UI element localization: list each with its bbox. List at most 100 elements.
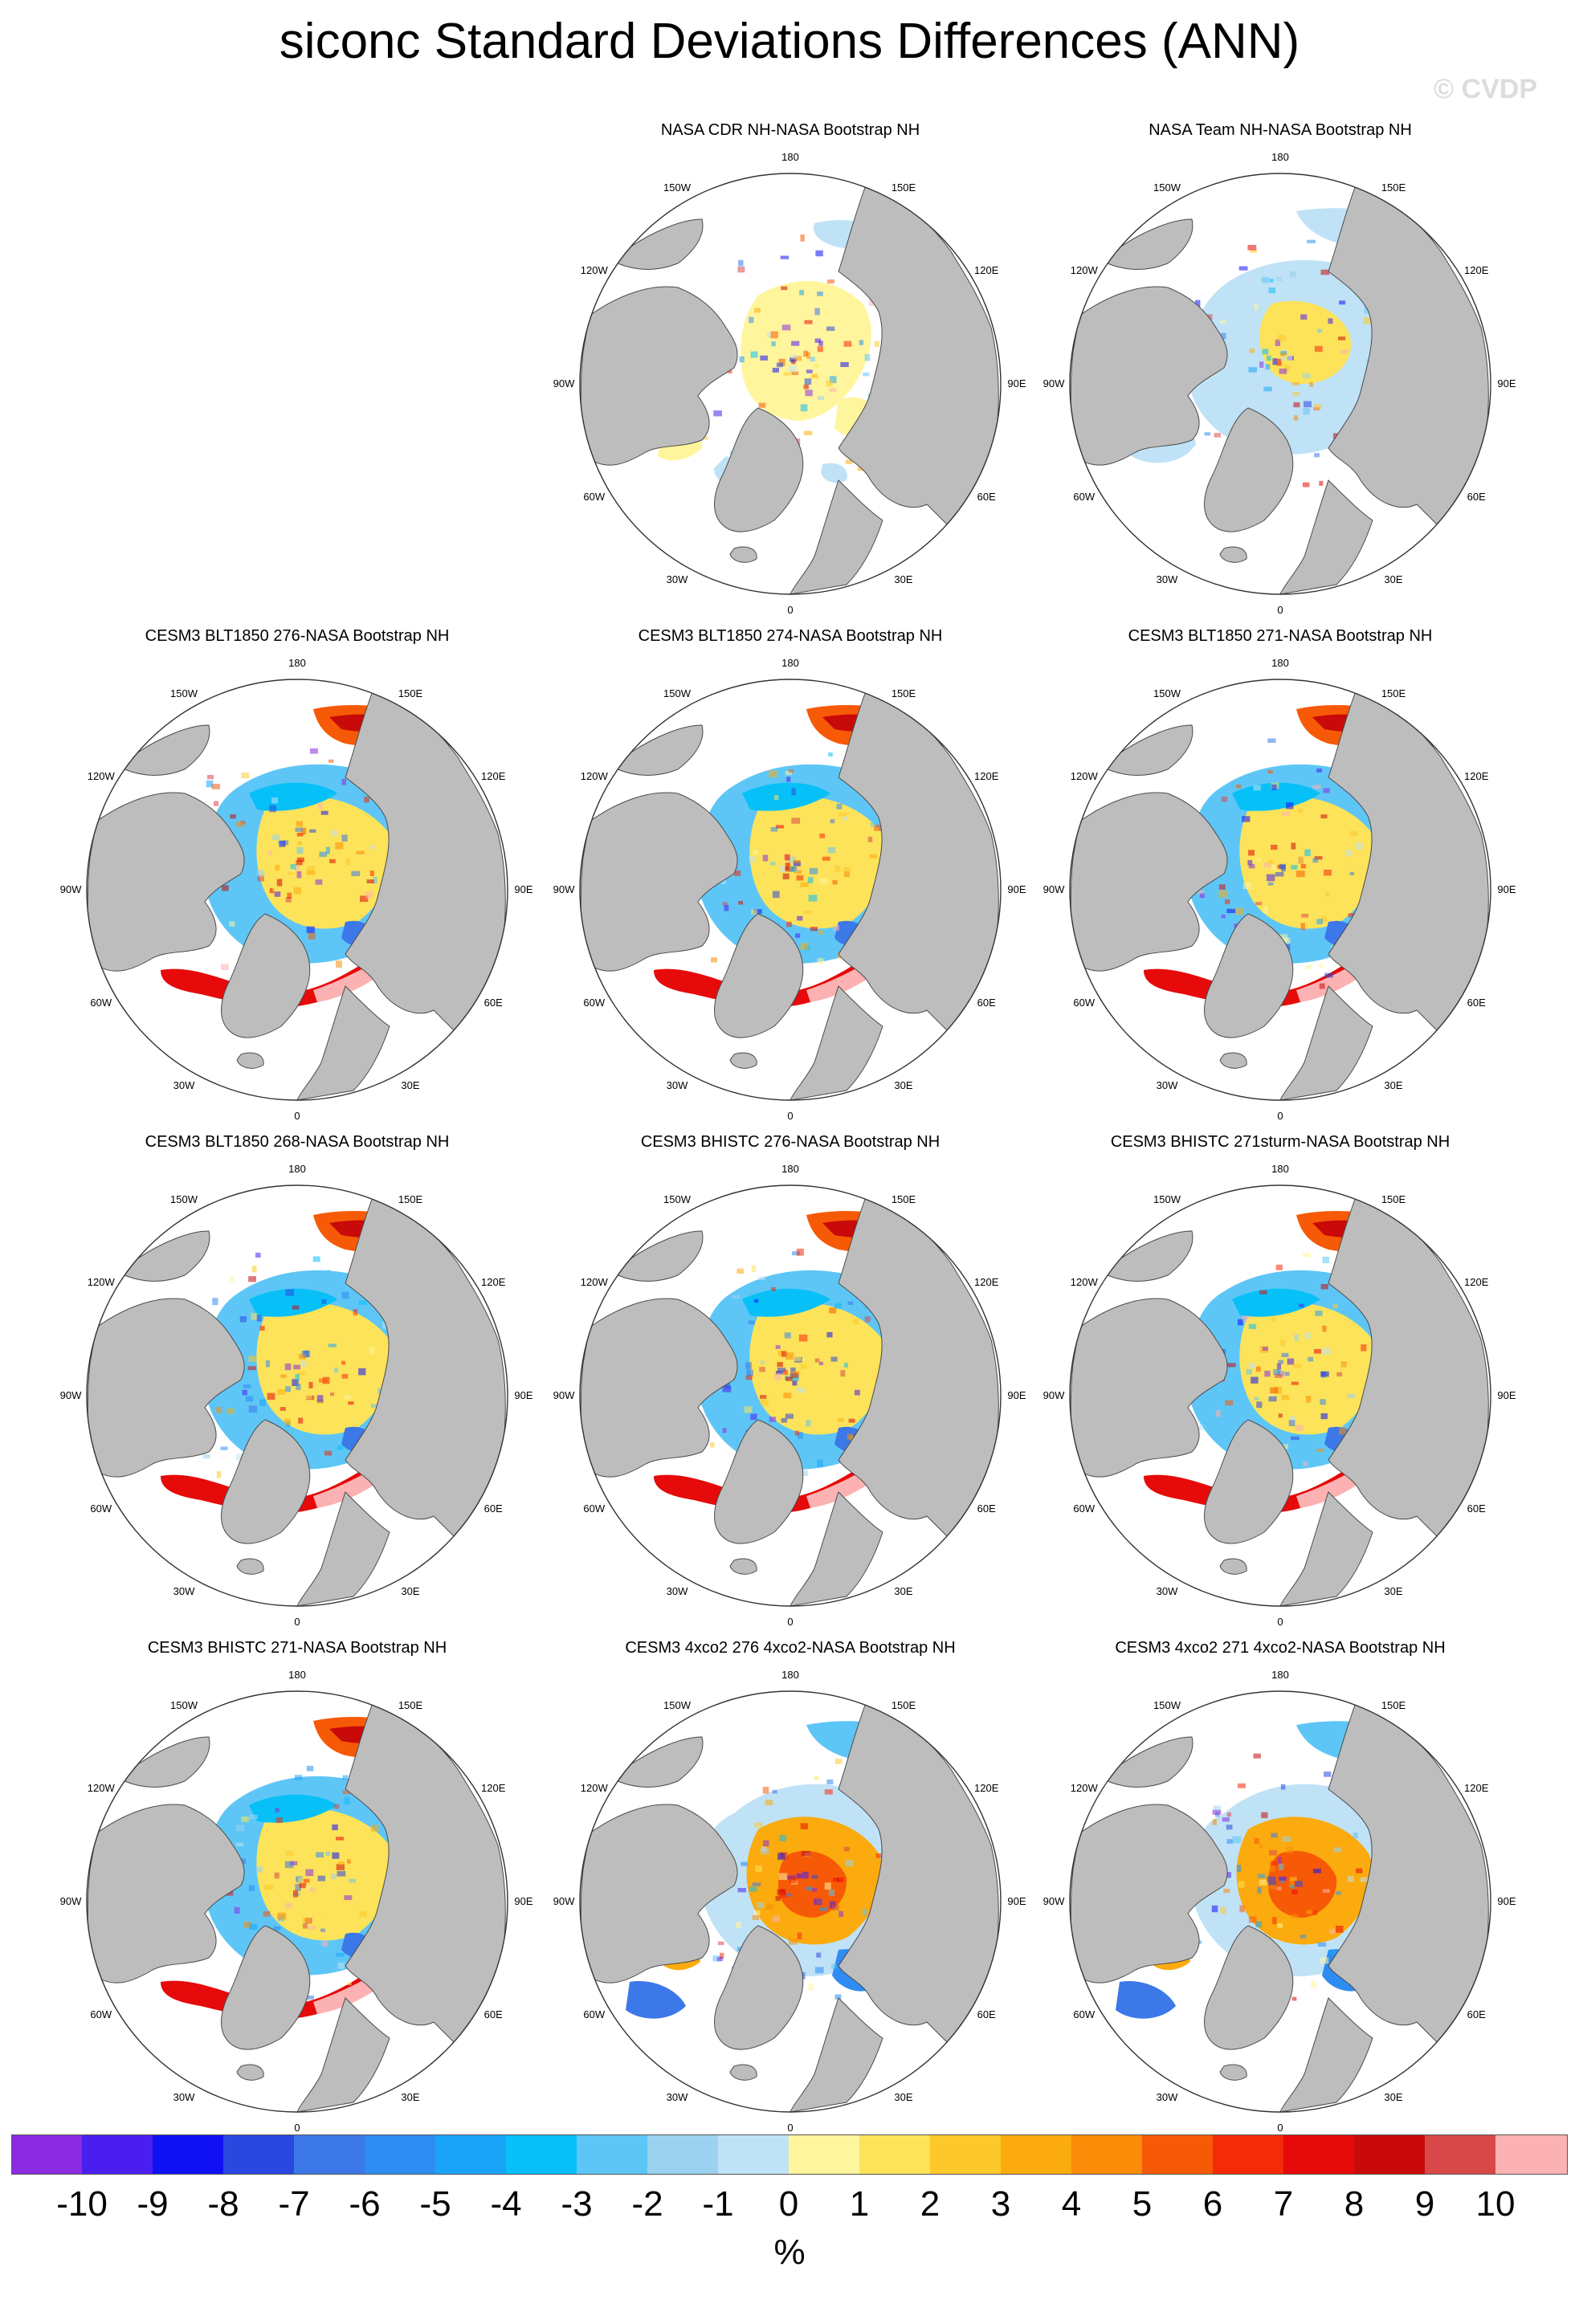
anomaly-grid-cell [307, 1926, 316, 1930]
anomaly-grid-cell [1267, 1393, 1275, 1399]
anomaly-grid-cell [816, 1952, 822, 1958]
anomaly-grid-cell [331, 830, 337, 837]
anomaly-grid-cell [1248, 1323, 1257, 1329]
anomaly-grid-cell [293, 1364, 300, 1370]
longitude-label: 60W [1073, 2008, 1096, 2020]
anomaly-grid-cell [1223, 1888, 1230, 1894]
anomaly-grid-cell [1254, 303, 1259, 311]
longitude-label: 150W [663, 181, 691, 194]
longitude-label: 90E [1497, 883, 1516, 895]
map-panel: CESM3 BLT1850 271-NASA Bootstrap NH 180 15… [1039, 625, 1521, 1123]
longitude-label: 30W [173, 2091, 195, 2104]
longitude-label: 150W [663, 1698, 691, 1711]
polar-stereographic-map [579, 173, 1002, 595]
map-panel: NASA Team NH-NASA Bootstrap NH 180 150E 120… [1039, 119, 1521, 617]
landmass [790, 1491, 883, 1606]
anomaly-grid-cell [1214, 433, 1221, 438]
anomaly-grid-cell [305, 1394, 312, 1400]
anomaly-grid-cell [713, 410, 722, 417]
anomaly-grid-cell [783, 372, 791, 376]
anomaly-grid-cell [360, 895, 369, 903]
polar-stereographic-map [86, 1184, 508, 1607]
anomaly-grid-cell [775, 825, 784, 829]
anomaly-grid-cell [275, 1808, 279, 1812]
longitude-label: 90E [514, 883, 533, 895]
anomaly-grid-cell [1291, 865, 1298, 870]
anomaly-grid-cell [724, 1382, 730, 1389]
colorbar-swatch [11, 2134, 84, 2175]
anomaly-grid-cell [717, 1941, 724, 1946]
anomaly-grid-cell [1234, 907, 1244, 915]
longitude-label: 90W [1042, 377, 1065, 389]
anomaly-grid-cell [1320, 1399, 1326, 1405]
anomaly-grid-cell [1318, 963, 1324, 968]
anomaly-grid-cell [239, 1316, 247, 1323]
anomaly-grid-cell [373, 876, 377, 884]
anomaly-grid-cell [255, 1252, 261, 1258]
anomaly-grid-cell [811, 373, 818, 378]
anomaly-grid-cell [230, 1276, 235, 1282]
sea-ice-anomaly-region [742, 1288, 830, 1317]
longitude-label: 150W [1153, 1193, 1181, 1205]
anomaly-grid-cell [1226, 1839, 1234, 1844]
longitude-label: 30W [666, 1585, 688, 1598]
anomaly-grid-cell [1308, 1356, 1314, 1362]
anomaly-grid-cell [824, 1789, 833, 1795]
colorbar-tick-label: -3 [561, 2184, 593, 2224]
anomaly-grid-cell [777, 1362, 783, 1368]
anomaly-grid-cell [1267, 1323, 1272, 1328]
anomaly-grid-cell [843, 1363, 848, 1368]
anomaly-grid-cell [852, 1318, 859, 1325]
polar-stereographic-map [579, 1184, 1002, 1607]
anomaly-grid-cell [328, 1343, 337, 1348]
anomaly-grid-cell [800, 1470, 808, 1477]
polar-stereographic-map [1069, 1184, 1491, 1607]
anomaly-grid-cell [759, 1367, 765, 1372]
anomaly-grid-cell [1322, 1325, 1327, 1332]
anomaly-grid-cell [371, 1825, 379, 1833]
anomaly-grid-cell [829, 376, 837, 384]
longitude-label: 120W [87, 1782, 115, 1794]
polar-stereographic-map [1069, 679, 1491, 1101]
anomaly-grid-cell [1259, 1879, 1267, 1886]
anomaly-grid-cell [1300, 863, 1306, 869]
anomaly-grid-cell [1242, 816, 1251, 822]
longitude-label: 60W [90, 2008, 112, 2020]
anomaly-grid-cell [814, 1776, 819, 1780]
anomaly-grid-cell [826, 380, 833, 387]
anomaly-grid-cell [800, 404, 808, 412]
anomaly-grid-cell [773, 795, 779, 801]
anomaly-grid-cell [1262, 349, 1269, 355]
anomaly-grid-cell [806, 1420, 811, 1427]
anomaly-grid-cell [248, 1276, 257, 1282]
anomaly-grid-cell [1361, 1344, 1367, 1352]
landmass [729, 1052, 757, 1069]
anomaly-grid-cell [245, 1396, 254, 1402]
anomaly-grid-cell [1244, 806, 1253, 812]
anomaly-grid-cell [257, 875, 264, 882]
anomaly-grid-cell [781, 1351, 787, 1357]
anomaly-grid-cell [1222, 1817, 1230, 1822]
anomaly-grid-cell [212, 1298, 218, 1306]
landmass [838, 182, 999, 529]
longitude-label: 90W [1042, 1389, 1065, 1401]
anomaly-grid-cell [1236, 1865, 1242, 1873]
landmass [296, 1997, 390, 2112]
anomaly-grid-cell [795, 933, 801, 938]
anomaly-grid-cell [830, 1963, 837, 1969]
anomaly-grid-cell [1282, 1836, 1291, 1842]
anomaly-grid-cell [1271, 1317, 1276, 1323]
anomaly-grid-cell [1267, 769, 1273, 774]
anomaly-grid-cell [337, 1962, 345, 1969]
anomaly-grid-cell [1213, 1805, 1221, 1812]
colorbar-swatch [1213, 2134, 1285, 2175]
colorbar-swatch [1354, 2134, 1426, 2175]
landmass [1219, 1052, 1247, 1069]
anomaly-grid-cell [752, 1882, 761, 1887]
anomaly-grid-cell [785, 1413, 794, 1419]
anomaly-grid-cell [1316, 919, 1323, 924]
anomaly-grid-cell [1281, 1372, 1290, 1376]
colorbar-swatch [789, 2134, 861, 2175]
colorbar-tick-label: 7 [1273, 2184, 1294, 2224]
longitude-label: 150E [891, 1698, 916, 1711]
